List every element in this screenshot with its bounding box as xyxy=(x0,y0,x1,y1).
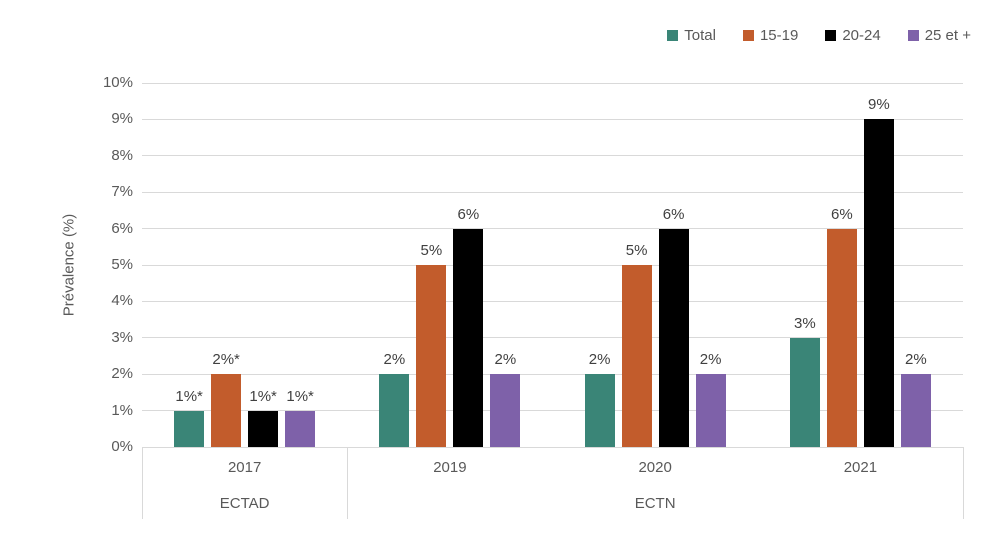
legend-item-15-19: 15-19 xyxy=(742,27,799,44)
y-axis-tick-label: 7% xyxy=(111,183,133,201)
bar-value-label: 5% xyxy=(420,242,443,259)
y-axis-tick-label: 3% xyxy=(111,328,133,346)
legend-label: 25 et + xyxy=(924,27,971,44)
y-axis-tick-label: 5% xyxy=(111,256,133,273)
gridline xyxy=(142,264,963,266)
bar-total-2017 xyxy=(174,410,205,447)
bar-20-24-2020 xyxy=(658,228,689,447)
bar-value-label: 1%* xyxy=(175,387,203,405)
y-axis-tick-label: 10% xyxy=(102,74,133,91)
y-axis-tick-label: 9% xyxy=(111,110,133,128)
legend-label: Total xyxy=(684,27,716,44)
legend-swatch-icon xyxy=(907,30,919,41)
gridline xyxy=(142,82,963,84)
bar-15-19-2021 xyxy=(826,228,857,447)
bar-value-label: 6% xyxy=(457,205,480,223)
bar-value-label: 9% xyxy=(868,96,890,114)
x-axis-survey-label: ECTN xyxy=(634,495,676,512)
bar-20-24-2019 xyxy=(453,228,484,447)
legend-label: 20-24 xyxy=(842,27,881,44)
x-axis-year-label: 2020 xyxy=(638,459,672,476)
x-axis-year-label: 2021 xyxy=(843,459,878,476)
bar-value-label: 2%* xyxy=(212,351,240,369)
x-axis-survey-label: ECTAD xyxy=(219,495,270,512)
bar-total-2019 xyxy=(379,374,410,447)
axis-separator xyxy=(346,447,348,519)
bar-value-label: 5% xyxy=(625,242,648,259)
bar-20-24-2017 xyxy=(248,410,279,447)
x-axis-year-label: 2019 xyxy=(433,459,467,476)
bar-25-et-+-2020 xyxy=(695,374,726,447)
legend-label: 15-19 xyxy=(759,27,799,44)
bar-value-label: 2% xyxy=(383,351,406,369)
bar-value-label: 2% xyxy=(699,351,722,369)
gridline xyxy=(142,337,963,339)
y-axis-tick-label: 4% xyxy=(111,292,133,310)
bar-value-label: 6% xyxy=(831,205,853,223)
legend-item-20-24: 20-24 xyxy=(825,27,881,44)
gridline xyxy=(142,300,963,302)
y-axis-tick-label: 6% xyxy=(111,219,133,237)
bar-20-24-2021 xyxy=(863,119,894,447)
gridline xyxy=(142,191,963,193)
axis-separator xyxy=(962,447,964,519)
bar-total-2020 xyxy=(584,374,615,447)
y-axis-title: Prévalence (%) xyxy=(60,213,78,317)
legend: Total 15-19 20-24 25 et + xyxy=(667,27,971,44)
y-axis-tick-label: 0% xyxy=(111,438,133,455)
bar-value-label: 1%* xyxy=(286,387,314,405)
y-axis-tick-label: 2% xyxy=(111,365,133,383)
y-axis-tick-label: 8% xyxy=(111,146,133,164)
bar-25-et-+-2019 xyxy=(490,374,521,447)
bar-15-19-2020 xyxy=(621,265,652,447)
gridline xyxy=(142,446,963,448)
legend-swatch-icon xyxy=(742,30,754,41)
bar-value-label: 2% xyxy=(588,351,611,369)
gridline xyxy=(142,373,963,375)
legend-item-25-et-+: 25 et + xyxy=(907,27,971,44)
legend-swatch-icon xyxy=(667,30,679,41)
bar-value-label: 2% xyxy=(905,351,927,369)
gridline xyxy=(142,118,963,120)
bar-15-19-2017 xyxy=(211,374,242,447)
x-axis-year-label: 2017 xyxy=(227,459,262,476)
legend-swatch-icon xyxy=(825,30,837,41)
bar-value-label: 6% xyxy=(662,205,685,223)
gridline xyxy=(142,228,963,230)
bar-25-et-+-2021 xyxy=(900,374,931,447)
y-axis-tick-label: 1% xyxy=(111,401,133,419)
bar-value-label: 1%* xyxy=(249,387,277,405)
bar-15-19-2019 xyxy=(416,265,447,447)
axis-separator xyxy=(141,447,143,519)
legend-item-total: Total xyxy=(667,27,716,44)
gridline xyxy=(142,155,963,157)
bar-25-et-+-2017 xyxy=(285,410,316,447)
bar-value-label: 3% xyxy=(794,314,816,332)
bar-total-2021 xyxy=(789,337,820,447)
bar-value-label: 2% xyxy=(494,351,517,369)
gridline xyxy=(142,410,963,412)
